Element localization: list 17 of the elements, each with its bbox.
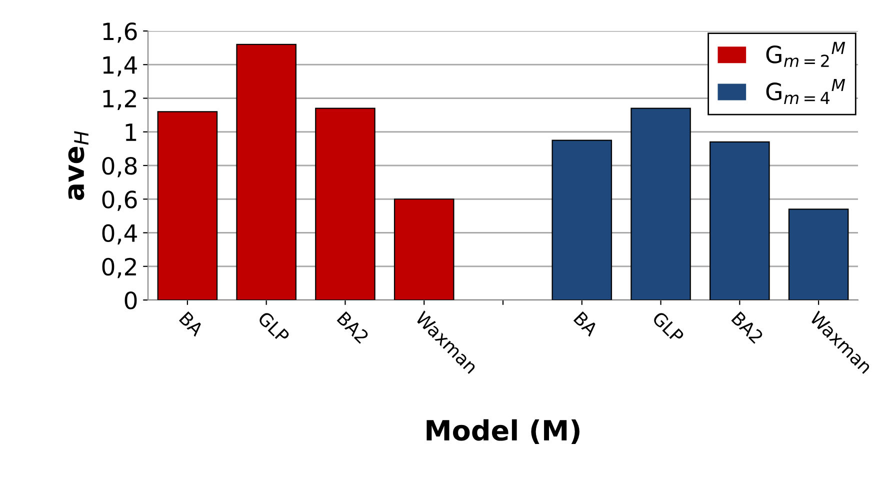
y-tick-label: 1,6	[103, 22, 137, 43]
y-tick-label: 1,2	[103, 90, 136, 110]
legend-label: G$_{m=2}$$^{M}$	[766, 42, 846, 67]
y-tick-label: 1	[126, 124, 136, 141]
y-tick-label: 0,8	[102, 156, 137, 178]
x-tick-label: GLP	[257, 310, 290, 344]
x-tick-label: BA	[573, 311, 599, 337]
legend-label: G$_{m=4}$$^{M}$	[766, 78, 846, 104]
x-tick-label: GLP	[652, 310, 685, 344]
y-tick-label: 0	[124, 291, 137, 310]
y-tick-label: 0,6	[102, 190, 137, 211]
y-axis-title: ave$_{H}$	[68, 131, 88, 200]
y-tick-label: 0,2	[102, 258, 136, 278]
y-tick-label: 0,4	[102, 224, 137, 244]
y-tick-label: 1,4	[103, 56, 137, 76]
x-axis-title: Model (M)	[426, 419, 580, 444]
x-tick-label: BA	[178, 311, 204, 337]
